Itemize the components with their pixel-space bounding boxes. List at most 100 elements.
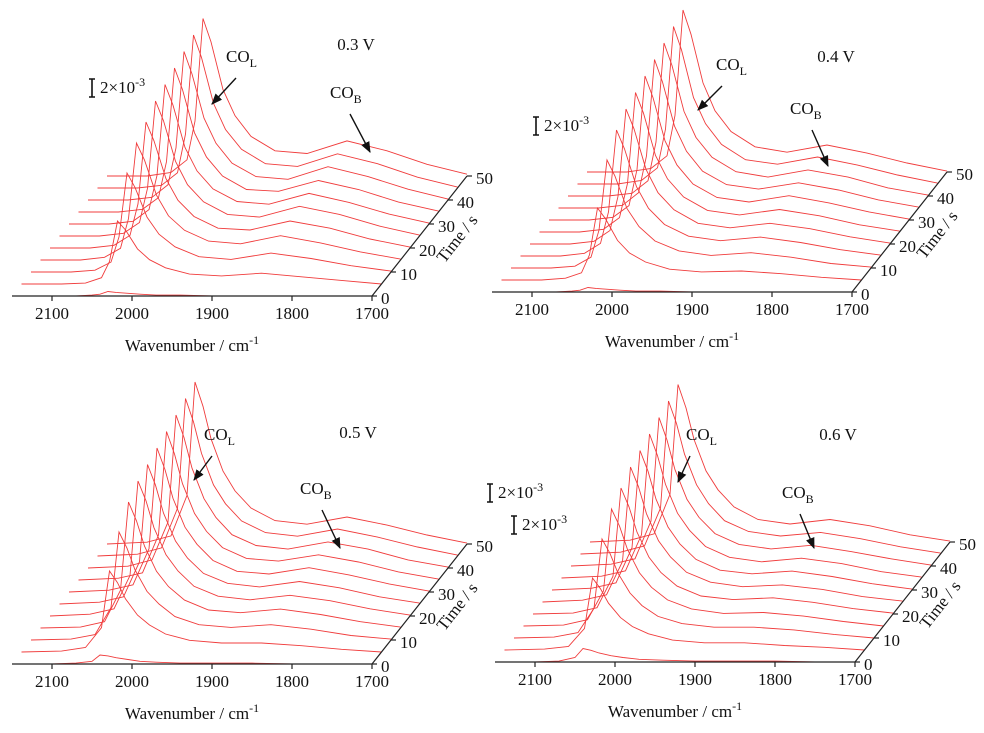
time-tick-label: 30 xyxy=(438,217,455,236)
x-tick-label: 2100 xyxy=(35,672,69,691)
spectrum xyxy=(492,287,852,293)
spectrum xyxy=(587,9,948,173)
annotation: COL xyxy=(686,425,717,448)
time-tick-label: 20 xyxy=(419,609,436,628)
annotation-arrow xyxy=(677,455,691,484)
annotation-arrow xyxy=(811,129,829,168)
annotation: COL xyxy=(226,47,257,70)
scale-bar-label-text: 2×10 xyxy=(498,483,533,502)
annotation: COL xyxy=(716,55,747,78)
time-tick-label: 20 xyxy=(902,607,919,626)
spectrum xyxy=(504,576,865,651)
time-tick-label: 10 xyxy=(880,261,897,280)
time-axis xyxy=(851,171,948,293)
scale-bar-label-text: 2×10 xyxy=(100,78,135,97)
scale-bar xyxy=(533,116,539,136)
spectrum xyxy=(558,59,919,209)
x-tick-label: 2000 xyxy=(115,304,149,323)
scale-bar-label-text: 2×10 xyxy=(544,116,579,135)
annotation-sub: B xyxy=(814,108,822,122)
time-tick-label: 20 xyxy=(899,237,916,256)
x-axis-label-sup: -1 xyxy=(249,333,259,347)
scale-bar-label-exp: -3 xyxy=(579,113,589,127)
scale-bar-label: 2×10-3 xyxy=(544,113,589,135)
spectrum xyxy=(568,42,929,197)
x-tick-label: 1900 xyxy=(675,300,709,319)
x-tick-label: 1900 xyxy=(195,672,229,691)
x-tick-label: 1700 xyxy=(835,300,869,319)
spectrum xyxy=(561,433,922,579)
scale-bar-label: 2×10-3 xyxy=(498,480,543,502)
annotation-arrow xyxy=(321,509,341,550)
annotation-text: CO xyxy=(300,479,324,498)
spectrum xyxy=(12,291,372,297)
spectrum xyxy=(513,537,875,639)
annotation-text: CO xyxy=(204,425,228,444)
x-axis-label-sup: -1 xyxy=(732,699,742,713)
time-tick-label: 30 xyxy=(918,213,935,232)
spectrum xyxy=(21,569,382,653)
scale-bar xyxy=(89,78,95,98)
x-tick-label: 1800 xyxy=(758,670,792,689)
annotation-arrow xyxy=(211,77,237,105)
x-tick-label: 2100 xyxy=(515,300,549,319)
time-tick-label: 0 xyxy=(381,289,390,308)
x-tick-label: 2100 xyxy=(35,304,69,323)
spectrum xyxy=(570,417,932,567)
x-tick-label: 2100 xyxy=(518,670,552,689)
annotation-sub: L xyxy=(228,434,235,448)
time-tick-label: 20 xyxy=(419,241,436,260)
annotation-arrow xyxy=(193,455,213,481)
spectrum xyxy=(501,206,862,281)
spectrum xyxy=(511,158,872,269)
spectrum xyxy=(97,34,458,189)
annotation: COL xyxy=(204,425,235,448)
panel-title: 0.6 V xyxy=(819,425,857,444)
x-axis-label-text: Wavenumber / cm xyxy=(125,704,249,723)
annotation-sub: L xyxy=(740,64,747,78)
annotation-text: CO xyxy=(790,99,814,118)
spectrum xyxy=(106,381,468,545)
x-tick-label: 1900 xyxy=(678,670,712,689)
x-axis-label-sup: -1 xyxy=(729,329,739,343)
spectrum xyxy=(577,26,938,185)
spectrum xyxy=(107,18,468,177)
spectrum xyxy=(88,51,449,201)
scale-bar-label-text: 2×10 xyxy=(522,515,557,534)
x-axis-label: Wavenumber / cm-1 xyxy=(605,329,739,351)
time-tick-label: 30 xyxy=(921,583,938,602)
x-tick-label: 1700 xyxy=(838,670,872,689)
x-axis-label-sup: -1 xyxy=(249,701,259,715)
scale-bar-label: 2×10-3 xyxy=(100,75,145,97)
time-axis xyxy=(854,541,951,663)
scale-bar-label-exp: -3 xyxy=(557,512,567,526)
x-tick-label: 1800 xyxy=(755,300,789,319)
x-axis-label-text: Wavenumber / cm xyxy=(608,702,732,721)
annotation-sub: B xyxy=(354,92,362,106)
spectrum xyxy=(40,501,401,629)
x-tick-label: 2000 xyxy=(598,670,632,689)
annotation-arrow xyxy=(799,513,815,550)
x-tick-label: 1800 xyxy=(275,672,309,691)
x-axis-label-text: Wavenumber / cm xyxy=(605,332,729,351)
spectrum xyxy=(49,480,411,617)
annotation-sub: L xyxy=(250,56,257,70)
spectrum xyxy=(40,141,401,261)
time-tick-label: 50 xyxy=(476,537,493,556)
x-axis-label-text: Wavenumber / cm xyxy=(125,336,249,355)
annotation-text: CO xyxy=(686,425,710,444)
spectrum xyxy=(523,507,884,627)
spectrum xyxy=(59,464,420,605)
annotation-arrow xyxy=(697,85,723,111)
time-tick-label: 10 xyxy=(400,633,417,652)
time-tick-label: 0 xyxy=(381,657,390,676)
x-tick-label: 1700 xyxy=(355,672,389,691)
annotation-arrow xyxy=(349,113,371,153)
time-tick-label: 10 xyxy=(883,631,900,650)
spectrum xyxy=(542,466,903,603)
x-axis-label: Wavenumber / cm-1 xyxy=(125,701,259,723)
scale-bar xyxy=(511,515,517,535)
x-axis-label: Wavenumber / cm-1 xyxy=(608,699,742,721)
time-tick-label: 0 xyxy=(864,655,873,674)
